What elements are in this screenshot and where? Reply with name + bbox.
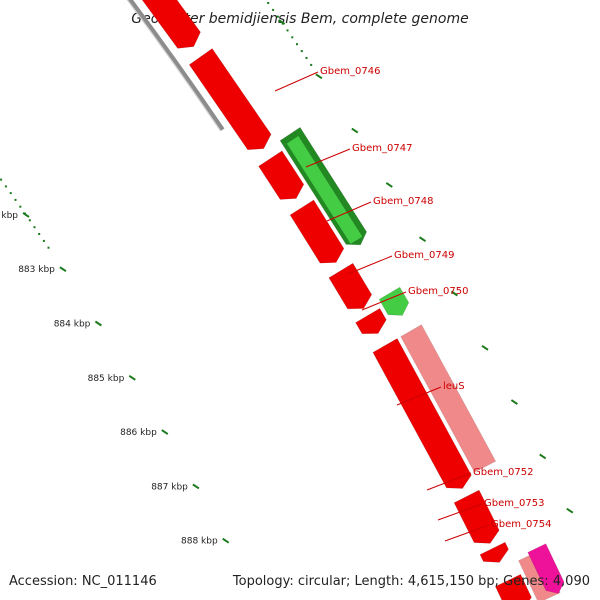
gene-leader-line xyxy=(326,201,372,222)
kbp-tick-mark xyxy=(192,483,200,490)
accession-text: Accession: NC_011146 xyxy=(9,574,157,589)
gene-leader-line xyxy=(426,472,472,491)
kbp-tick-mark xyxy=(161,429,169,435)
outer-tick-mark xyxy=(418,236,427,243)
kbp-tick-mark xyxy=(94,320,102,327)
kbp-tick-mark xyxy=(222,537,230,544)
gene-leader-line xyxy=(274,71,319,92)
kbp-tick-label: 882 kbp xyxy=(0,211,18,221)
outer-tick-mark xyxy=(385,182,393,188)
gene-label-gbem_0754: Gbem_0754 xyxy=(491,519,551,530)
gene-arrow xyxy=(495,573,532,600)
kbp-tick-label: 884 kbp xyxy=(54,320,91,330)
gene-block-light xyxy=(400,324,497,473)
backbone-arc xyxy=(126,0,225,132)
genome-backbone xyxy=(126,0,225,132)
gene-label-gbem_0749: Gbem_0749 xyxy=(394,250,454,261)
gene-label-leus: leuS xyxy=(443,381,465,392)
outer-tick-mark xyxy=(481,344,489,351)
gene-block-green-highlight xyxy=(286,135,363,245)
gene-label-gbem_0748: Gbem_0748 xyxy=(373,196,433,207)
kbp-tick-mark xyxy=(22,212,30,218)
gene-leader-line xyxy=(347,255,393,275)
kbp-tick-mark xyxy=(59,266,67,273)
gene-label-gbem_0753: Gbem_0753 xyxy=(484,498,544,509)
gene-leader-line xyxy=(396,386,442,406)
gene-arrow xyxy=(328,262,373,310)
outer-tick-mark xyxy=(539,453,547,460)
genome-summary-text: Topology: circular; Length: 4,615,150 bp… xyxy=(232,574,590,589)
gene-arrow xyxy=(372,338,472,489)
gene-leader-line xyxy=(305,148,351,168)
gene-label-gbem_0746: Gbem_0746 xyxy=(320,66,380,77)
gene-arrow-pink xyxy=(527,543,565,594)
gene-label-gbem_0752: Gbem_0752 xyxy=(473,467,533,478)
outer-tick-mark xyxy=(510,399,518,405)
kbp-tick-label: 883 kbp xyxy=(18,265,55,275)
gene-leader-line xyxy=(444,524,490,542)
outer-tick-mark xyxy=(315,73,323,80)
gene-features xyxy=(141,0,565,600)
gene-arrow xyxy=(479,541,509,563)
outer-tick-mark xyxy=(450,290,458,297)
gene-arrow xyxy=(258,150,305,200)
backbone-highlight xyxy=(126,0,222,132)
gene-leader-line xyxy=(361,291,407,311)
kbp-tick-mark xyxy=(128,374,136,381)
gene-arrow xyxy=(355,307,387,335)
gene-arrow xyxy=(453,489,500,544)
gene-arrow xyxy=(188,48,272,151)
gene-label-gbem_0747: Gbem_0747 xyxy=(352,143,412,154)
gene-labels: Gbem_0746 Gbem_0747 Gbem_0748 Gbem_0749 Gbem… xyxy=(274,66,551,542)
gene-arrow xyxy=(141,0,201,49)
outer-tick-mark xyxy=(566,507,574,514)
kbp-tick-label: 886 kbp xyxy=(120,428,157,438)
gene-arrow xyxy=(289,199,345,264)
map-title: Geobacter bemidjiensis Bem, complete gen… xyxy=(131,11,468,27)
outer-tick-mark xyxy=(278,19,286,25)
gene-leader-line xyxy=(437,503,483,521)
kbp-tick-label: 887 kbp xyxy=(151,482,188,492)
gene-label-gbem_0750: Gbem_0750 xyxy=(408,286,468,297)
kbp-tick-label: 888 kbp xyxy=(181,537,218,547)
kbp-tick-label: 885 kbp xyxy=(88,374,125,384)
outer-tick-mark xyxy=(351,127,359,134)
